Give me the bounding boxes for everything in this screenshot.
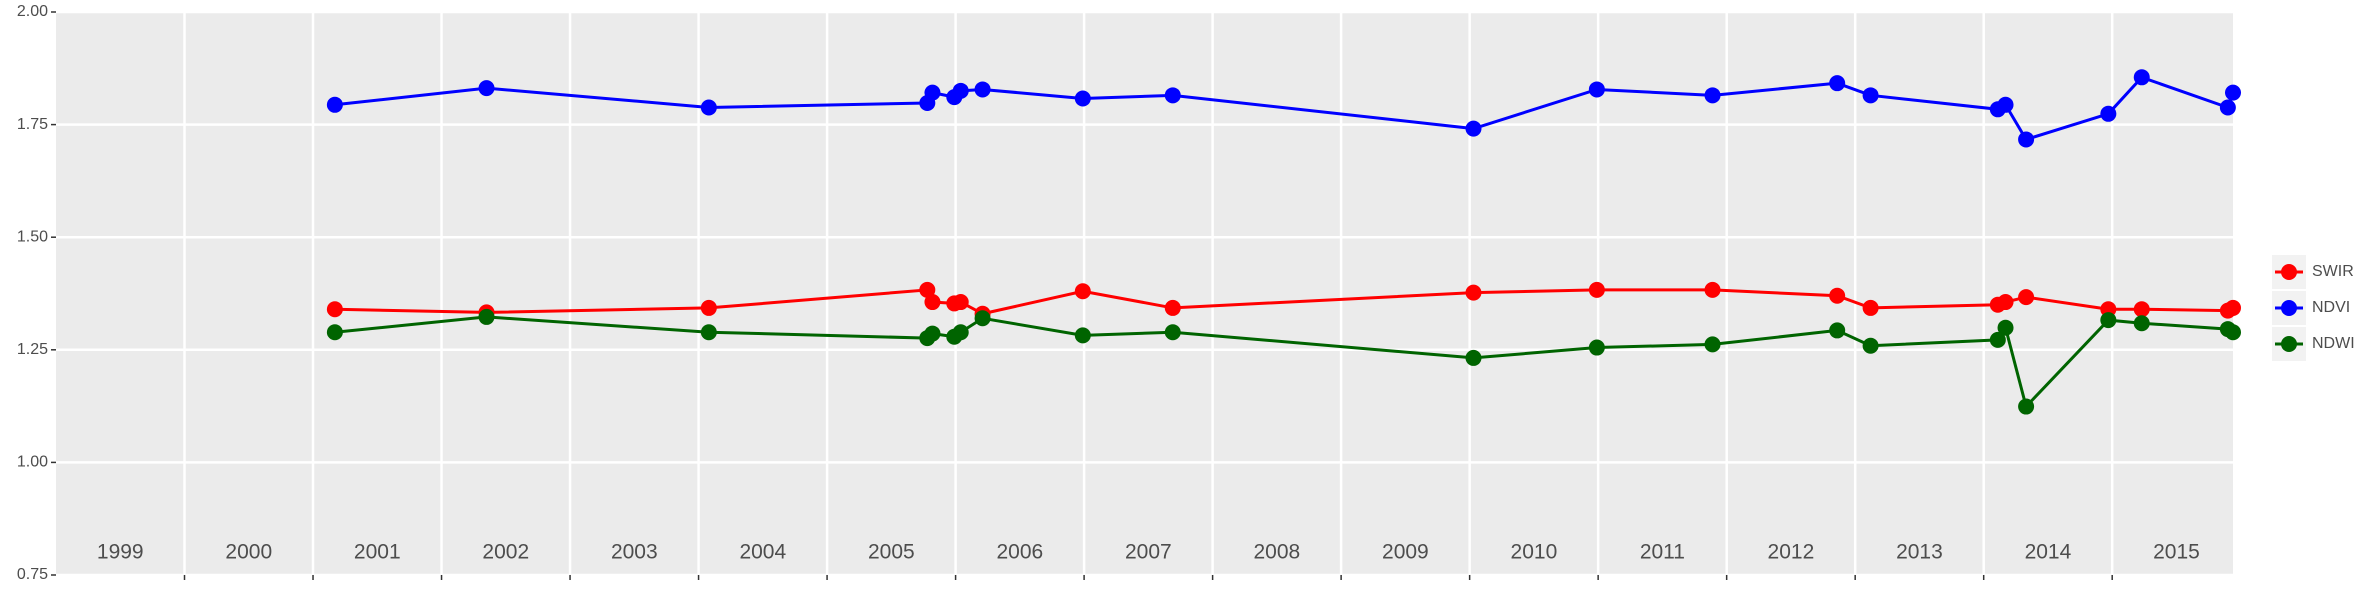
y-tick-label: 1.75 [17, 116, 48, 133]
year-label: 2004 [739, 541, 786, 564]
data-point [2100, 105, 2117, 122]
data-point [952, 294, 969, 311]
data-point [919, 281, 936, 298]
data-point [1164, 299, 1181, 316]
data-point [1465, 349, 1482, 366]
year-label: 2002 [482, 541, 529, 564]
data-point [1588, 81, 1605, 98]
year-label: 2010 [1511, 541, 1558, 564]
data-point [326, 96, 343, 113]
data-point [1997, 96, 2014, 113]
data-point [924, 294, 941, 311]
year-label: 2007 [1125, 541, 1172, 564]
legend-marker [2281, 300, 2297, 316]
legend-marker [2281, 336, 2297, 352]
data-point [1862, 299, 1879, 316]
y-tick-label: 0.75 [17, 566, 48, 583]
year-label: 2005 [868, 541, 915, 564]
data-point [1588, 339, 1605, 356]
year-label: 2012 [1768, 541, 1815, 564]
y-tick-label: 1.25 [17, 341, 48, 358]
y-tick-label: 1.50 [17, 228, 48, 245]
data-point [2018, 398, 2035, 415]
data-point [2219, 99, 2236, 116]
data-point [1164, 87, 1181, 104]
data-point [974, 310, 991, 327]
data-point [1588, 281, 1605, 298]
legend-marker [2281, 264, 2297, 280]
year-label: 2015 [2153, 541, 2200, 564]
data-point [1704, 336, 1721, 353]
data-point [2225, 324, 2241, 341]
data-point [1862, 87, 1879, 104]
data-point [1465, 120, 1482, 137]
year-label: 2013 [1896, 541, 1943, 564]
data-point [924, 325, 941, 342]
data-point [2133, 315, 2150, 332]
data-point [2225, 299, 2241, 316]
data-point [1829, 75, 1846, 92]
data-point [1989, 331, 2006, 348]
data-point [700, 99, 717, 116]
data-point [2225, 84, 2241, 101]
data-point [2133, 301, 2150, 318]
data-point [478, 308, 495, 325]
data-point [1465, 284, 1482, 301]
data-point [924, 84, 941, 101]
data-point [1997, 319, 2014, 336]
legend-label: NDWI [2312, 335, 2355, 352]
data-point [1074, 283, 1091, 300]
data-point [2100, 312, 2117, 329]
year-label: 2008 [1254, 541, 1301, 564]
data-point [1829, 287, 1846, 304]
data-point [1862, 337, 1879, 354]
data-point [974, 81, 991, 98]
y-tick-label: 2.00 [17, 3, 48, 20]
data-point [952, 82, 969, 99]
data-point [1704, 281, 1721, 298]
data-point [2018, 131, 2035, 148]
year-label: 1999 [97, 541, 144, 564]
data-point [1704, 87, 1721, 104]
year-label: 2009 [1382, 541, 1429, 564]
data-point [326, 301, 343, 318]
year-label: 2001 [354, 541, 401, 564]
data-point [2018, 289, 2035, 306]
year-label: 2003 [611, 541, 658, 564]
legend-label: SWIR [2312, 263, 2354, 280]
data-point [1074, 327, 1091, 344]
data-point [326, 324, 343, 341]
legend-label: NDVI [2312, 299, 2350, 316]
year-label: 2000 [225, 541, 272, 564]
year-label: 2011 [1640, 541, 1685, 564]
data-point [1997, 294, 2014, 311]
data-point [700, 324, 717, 341]
data-point [1074, 90, 1091, 107]
data-point [2133, 69, 2150, 86]
plot-panel [56, 12, 2233, 575]
y-tick-label: 1.00 [17, 454, 48, 471]
data-point [1164, 324, 1181, 341]
year-label: 2006 [996, 541, 1043, 564]
year-label: 2014 [2025, 541, 2072, 564]
data-point [952, 324, 969, 341]
data-point [478, 80, 495, 97]
data-point [700, 299, 717, 316]
data-point [1829, 322, 1846, 339]
